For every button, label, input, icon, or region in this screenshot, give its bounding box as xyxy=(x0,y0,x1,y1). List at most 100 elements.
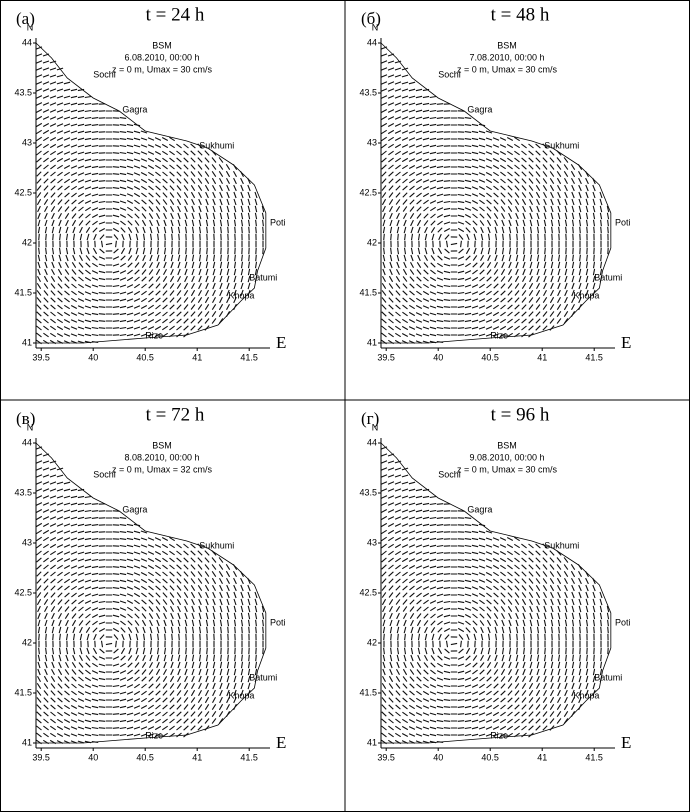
panel-title: t = 72 h xyxy=(146,404,205,425)
city-label: Gagra xyxy=(122,504,147,514)
panel-label: (г) xyxy=(361,409,379,428)
y-tick-label: 43 xyxy=(367,537,377,547)
y-tick-label: 43.5 xyxy=(359,487,377,497)
y-tick-label: 44 xyxy=(367,437,377,447)
y-tick-label: 41.5 xyxy=(14,287,32,297)
x-tick-label: 40 xyxy=(433,352,443,362)
city-label: Khopa xyxy=(573,290,599,300)
y-tick-label: 42.5 xyxy=(14,587,32,597)
coastline xyxy=(380,442,612,744)
x-tick-label: 39.5 xyxy=(377,752,395,762)
city-label: Poti xyxy=(615,617,631,627)
panel-title: t = 48 h xyxy=(491,4,550,25)
y-axis-label: N xyxy=(27,22,34,32)
x-tick-label: 40.5 xyxy=(481,752,499,762)
coastline xyxy=(35,442,267,744)
y-tick-label: 41.5 xyxy=(359,687,377,697)
city-label: Poti xyxy=(615,217,631,227)
y-tick-label: 44 xyxy=(367,37,377,47)
city-label: Khopa xyxy=(228,690,254,700)
y-tick-label: 41 xyxy=(367,337,377,347)
y-tick-label: 42 xyxy=(367,237,377,247)
x-tick-label: 41 xyxy=(192,352,202,362)
city-label: Gagra xyxy=(467,504,492,514)
x-tick-label: 40.5 xyxy=(481,352,499,362)
city-label: Sukhumi xyxy=(544,540,579,550)
x-tick-label: 40 xyxy=(88,352,98,362)
y-tick-label: 41 xyxy=(22,737,32,747)
city-label: Batumi xyxy=(249,272,277,282)
model-name: BSM xyxy=(497,40,517,50)
city-label: Khopa xyxy=(228,290,254,300)
panel-title: t = 24 h xyxy=(146,4,205,25)
city-label: Rize xyxy=(490,330,508,340)
y-axis-label: N xyxy=(372,422,379,432)
x-axis-label: E xyxy=(276,333,286,352)
city-label: Poti xyxy=(270,617,286,627)
city-label: Rize xyxy=(490,730,508,740)
x-tick-label: 40 xyxy=(433,752,443,762)
x-tick-label: 41 xyxy=(192,752,202,762)
params: z = 0 m, Umax = 30 cm/s xyxy=(112,64,213,74)
city-label: Sochi xyxy=(93,469,116,479)
city-label: Gagra xyxy=(467,104,492,114)
panel-title: t = 96 h xyxy=(491,404,550,425)
y-tick-label: 42.5 xyxy=(359,187,377,197)
x-tick-label: 41.5 xyxy=(585,352,603,362)
city-label: Batumi xyxy=(594,672,622,682)
date: 8.08.2010, 00:00 h xyxy=(124,452,199,462)
city-label: Sukhumi xyxy=(199,140,234,150)
panel-label: (б) xyxy=(361,9,381,28)
model-name: BSM xyxy=(152,40,172,50)
x-tick-label: 41.5 xyxy=(240,352,258,362)
y-tick-label: 41 xyxy=(22,337,32,347)
y-tick-label: 43 xyxy=(22,537,32,547)
x-axis-label: E xyxy=(621,733,631,752)
params: z = 0 m, Umax = 32 cm/s xyxy=(112,464,213,474)
panel-label: (а) xyxy=(16,9,35,28)
current-vectors xyxy=(35,446,265,745)
y-tick-label: 43.5 xyxy=(14,87,32,97)
y-tick-label: 44 xyxy=(22,437,32,447)
y-tick-label: 42.5 xyxy=(359,587,377,597)
model-name: BSM xyxy=(497,440,517,450)
x-tick-label: 41.5 xyxy=(240,752,258,762)
city-label: Batumi xyxy=(594,272,622,282)
y-tick-label: 42 xyxy=(22,637,32,647)
y-axis-label: N xyxy=(27,422,34,432)
y-tick-label: 43.5 xyxy=(359,87,377,97)
x-tick-label: 40 xyxy=(88,752,98,762)
coastline xyxy=(35,42,267,344)
params: z = 0 m, Umax = 30 cm/s xyxy=(457,64,558,74)
y-tick-label: 43.5 xyxy=(14,487,32,497)
city-label: Sukhumi xyxy=(544,140,579,150)
x-tick-label: 41.5 xyxy=(585,752,603,762)
current-vectors xyxy=(380,46,610,345)
x-axis-label: E xyxy=(276,733,286,752)
y-tick-label: 43 xyxy=(367,137,377,147)
city-label: Batumi xyxy=(249,672,277,682)
y-tick-label: 41.5 xyxy=(14,687,32,697)
x-axis-label: E xyxy=(621,333,631,352)
y-tick-label: 43 xyxy=(22,137,32,147)
x-tick-label: 39.5 xyxy=(32,752,50,762)
coastline xyxy=(380,42,612,344)
y-tick-label: 42 xyxy=(22,237,32,247)
city-label: Sochi xyxy=(438,469,461,479)
x-tick-label: 40.5 xyxy=(136,352,154,362)
panel-label: (в) xyxy=(16,409,35,428)
y-tick-label: 44 xyxy=(22,37,32,47)
x-tick-label: 39.5 xyxy=(32,352,50,362)
city-label: Khopa xyxy=(573,690,599,700)
date: 9.08.2010, 00:00 h xyxy=(469,452,544,462)
date: 6.08.2010, 00:00 h xyxy=(124,52,199,62)
y-tick-label: 41 xyxy=(367,737,377,747)
current-vectors xyxy=(35,46,265,345)
city-label: Sochi xyxy=(93,69,116,79)
city-label: Sochi xyxy=(438,69,461,79)
current-vectors xyxy=(380,446,610,745)
y-axis-label: N xyxy=(372,22,379,32)
x-tick-label: 41 xyxy=(537,752,547,762)
x-tick-label: 39.5 xyxy=(377,352,395,362)
